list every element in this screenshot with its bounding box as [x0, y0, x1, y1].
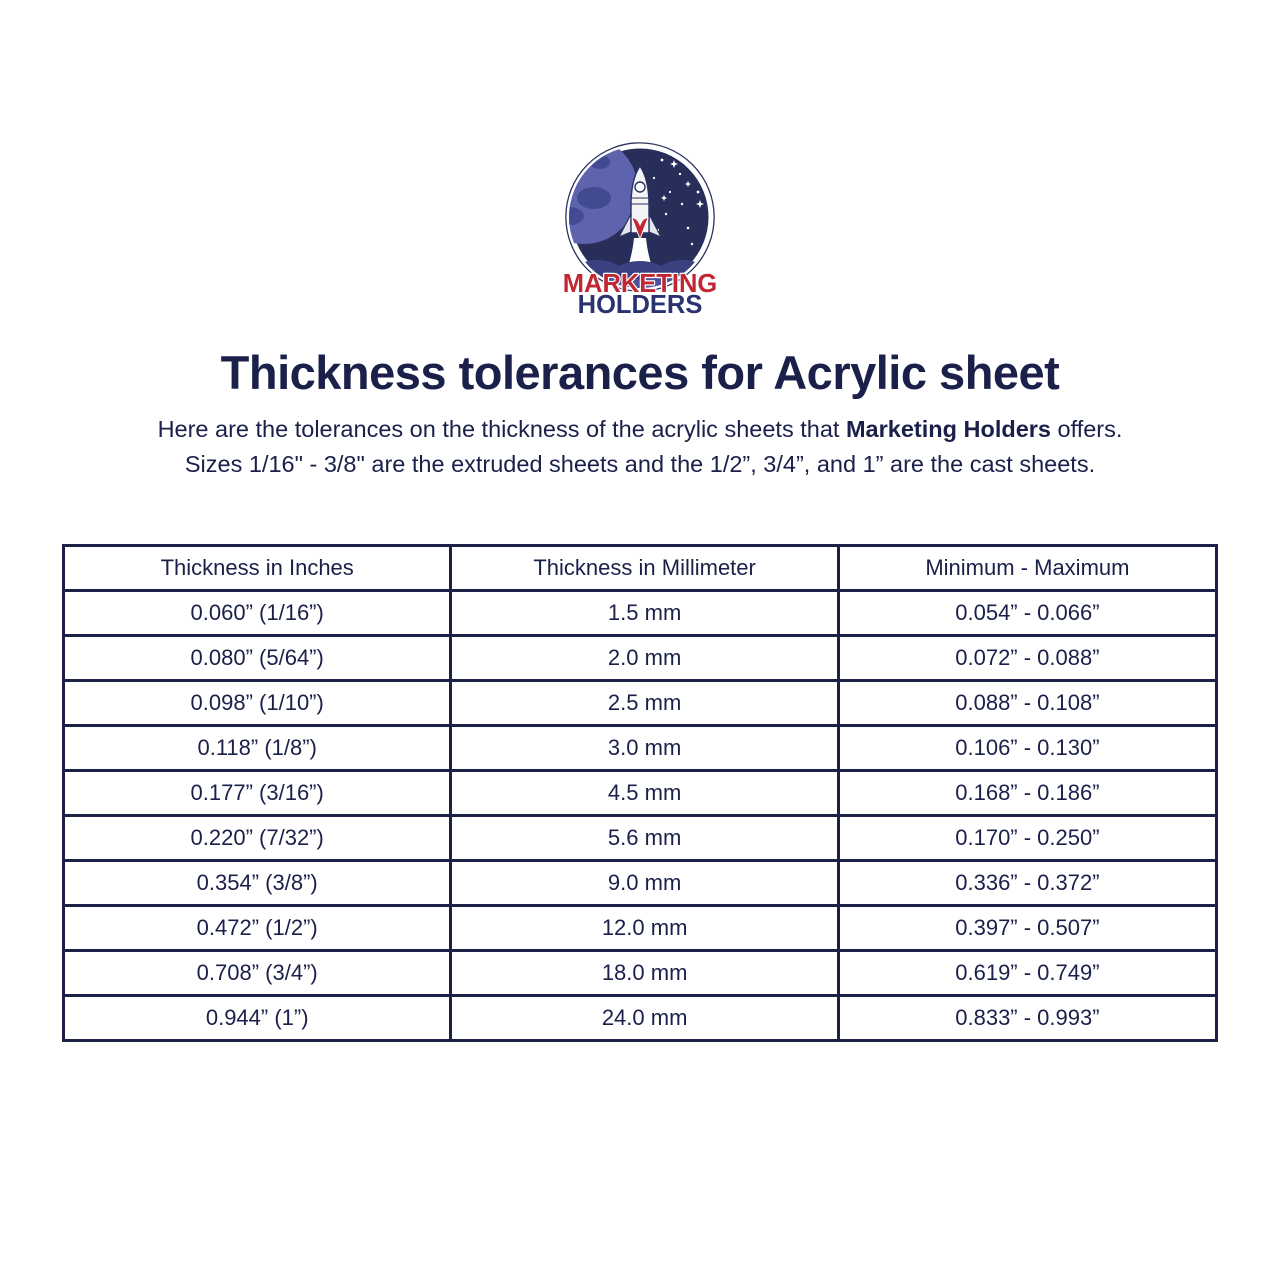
cell-inches: 0.060” (1/16”)	[61, 589, 453, 637]
table-row: 0.118” (1/8”) 3.0 mm 0.106” - 0.130”	[61, 724, 1219, 772]
marketing-holders-logo-icon: MARKETING HOLDERS	[562, 142, 718, 316]
cell-inches: 0.708” (3/4”)	[61, 949, 453, 997]
cell-inches: 0.472” (1/2”)	[61, 904, 453, 952]
red-v-icon	[631, 217, 649, 241]
intro-line1-prefix: Here are the tolerances on the thickness…	[157, 416, 846, 442]
cell-min-max: 0.054” - 0.066”	[836, 589, 1219, 637]
table-row: 0.177” (3/16”) 4.5 mm 0.168” - 0.186”	[61, 769, 1219, 817]
cell-mm: 18.0 mm	[449, 949, 840, 997]
table-row: 0.220” (7/32”) 5.6 mm 0.170” - 0.250”	[61, 814, 1219, 862]
cell-mm: 4.5 mm	[449, 769, 840, 817]
table-row: 0.098” (1/10”) 2.5 mm 0.088” - 0.108”	[61, 679, 1219, 727]
logo-wordmark-marketing: MARKETING	[563, 270, 717, 298]
cell-inches: 0.118” (1/8”)	[61, 724, 453, 772]
intro-line2: Sizes 1/16" - 3/8" are the extruded shee…	[184, 451, 1096, 477]
table-row: 0.354” (3/8”) 9.0 mm 0.336” - 0.372”	[61, 859, 1219, 907]
cell-mm: 3.0 mm	[449, 724, 840, 772]
intro-line1-suffix: offers.	[1051, 416, 1123, 442]
page-title: Thickness tolerances for Acrylic sheet	[220, 346, 1060, 399]
cell-min-max: 0.072” - 0.088”	[836, 634, 1219, 682]
cell-mm: 2.0 mm	[449, 634, 840, 682]
cell-inches: 0.944” (1”)	[61, 994, 453, 1042]
cell-mm: 5.6 mm	[449, 814, 840, 862]
cell-min-max: 0.619” - 0.749”	[836, 949, 1219, 997]
cell-min-max: 0.397” - 0.507”	[836, 904, 1219, 952]
table-row: 0.944” (1”) 24.0 mm 0.833” - 0.993”	[61, 994, 1219, 1042]
cell-min-max: 0.833” - 0.993”	[836, 994, 1219, 1042]
table-row: 0.708” (3/4”) 18.0 mm 0.619” - 0.749”	[61, 949, 1219, 997]
cell-min-max: 0.170” - 0.250”	[836, 814, 1219, 862]
cell-inches: 0.220” (7/32”)	[61, 814, 453, 862]
cell-min-max: 0.168” - 0.186”	[836, 769, 1219, 817]
cell-mm: 24.0 mm	[449, 994, 840, 1042]
cell-min-max: 0.088” - 0.108”	[836, 679, 1219, 727]
cell-min-max: 0.336” - 0.372”	[836, 859, 1219, 907]
tolerance-table: Thickness in Inches Thickness in Millime…	[61, 544, 1219, 1042]
cell-mm: 12.0 mm	[449, 904, 840, 952]
cell-mm: 1.5 mm	[449, 589, 840, 637]
intro-text: Here are the tolerances on the thickness…	[0, 412, 1280, 482]
col-header-min-max: Minimum - Maximum	[836, 544, 1219, 592]
cell-min-max: 0.106” - 0.130”	[836, 724, 1219, 772]
col-header-thickness-mm: Thickness in Millimeter	[449, 544, 840, 592]
cell-inches: 0.098” (1/10”)	[61, 679, 453, 727]
table-row: 0.472” (1/2”) 12.0 mm 0.397” - 0.507”	[61, 904, 1219, 952]
logo-wordmark-holders: HOLDERS	[578, 291, 703, 316]
table-header-row: Thickness in Inches Thickness in Millime…	[61, 544, 1219, 592]
rocket-icon	[617, 164, 663, 241]
col-header-thickness-inches: Thickness in Inches	[61, 544, 453, 592]
logo: MARKETING HOLDERS	[0, 0, 1280, 321]
cell-inches: 0.177” (3/16”)	[61, 769, 453, 817]
table-row: 0.060” (1/16”) 1.5 mm 0.054” - 0.066”	[61, 589, 1219, 637]
cell-inches: 0.354” (3/8”)	[61, 859, 453, 907]
cell-mm: 2.5 mm	[449, 679, 840, 727]
intro-brand-name: Marketing Holders	[845, 416, 1051, 442]
cell-inches: 0.080” (5/64”)	[61, 634, 453, 682]
table-row: 0.080” (5/64”) 2.0 mm 0.072” - 0.088”	[61, 634, 1219, 682]
cell-mm: 9.0 mm	[449, 859, 840, 907]
